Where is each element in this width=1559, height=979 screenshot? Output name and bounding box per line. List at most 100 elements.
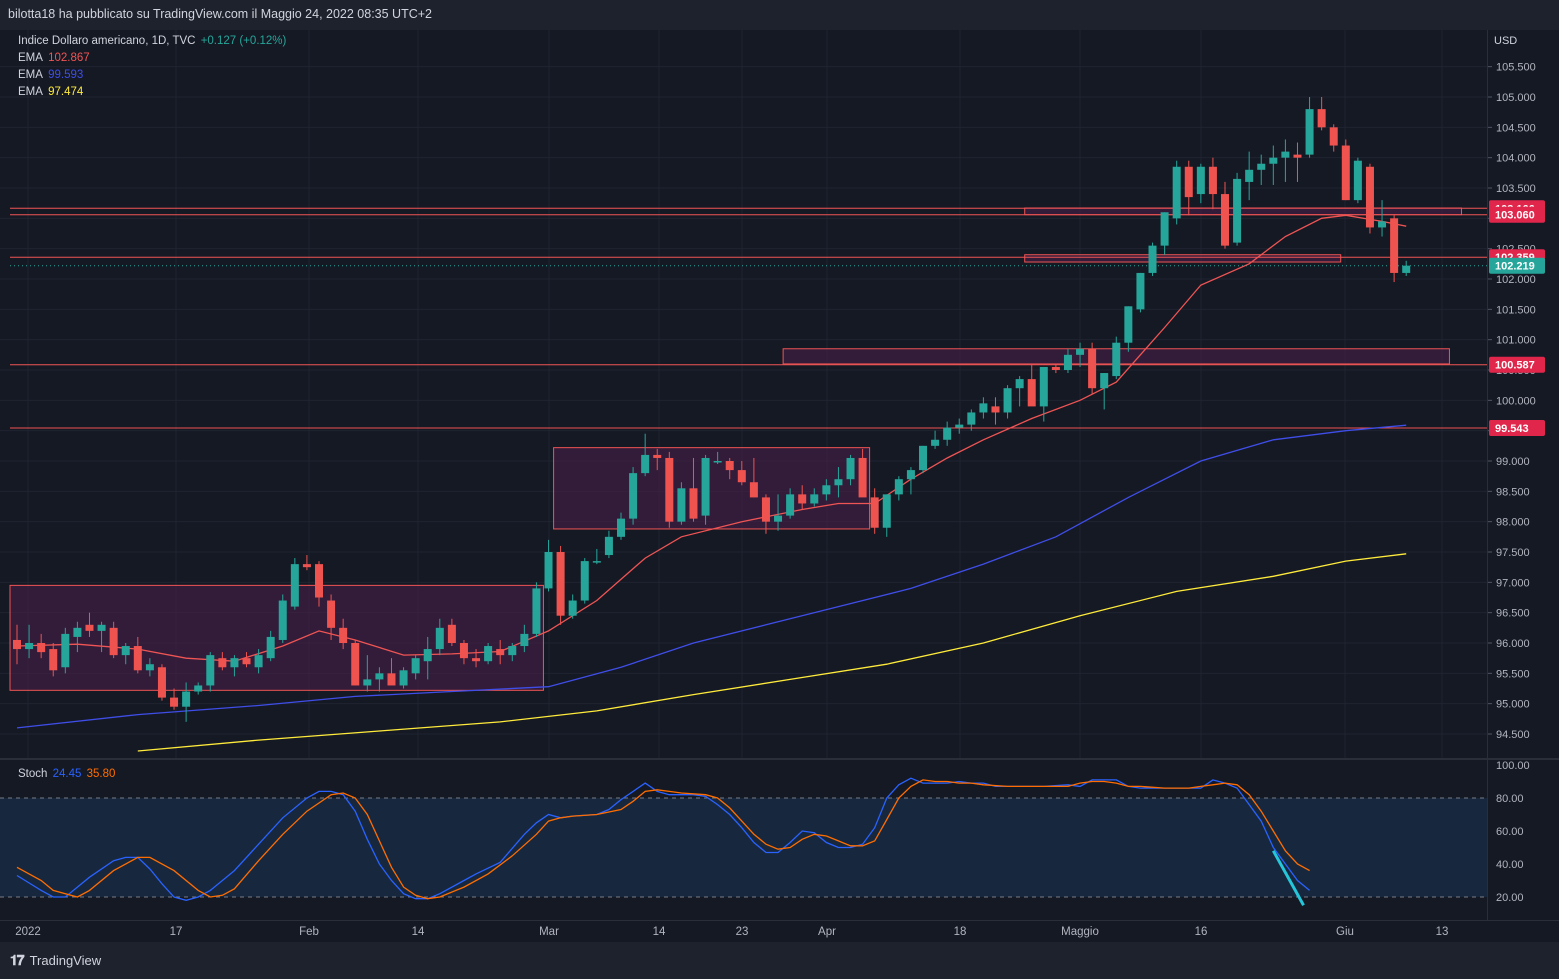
candle-body: [170, 697, 179, 707]
stoch-tick-label: 20.00: [1496, 892, 1524, 904]
stoch-d-value: 35.80: [86, 768, 116, 780]
candle-body: [1208, 166, 1217, 195]
time-tick-label: Apr: [818, 926, 836, 938]
candle-body: [1257, 163, 1266, 170]
candle-body: [798, 494, 807, 504]
candle-body: [411, 658, 420, 674]
time-axis-svg[interactable]: 2022 17 Feb 14 Mar 14 23 Apr 18 Maggio 16 Giu 13: [0, 921, 1559, 943]
time-axis[interactable]: 2022 17 Feb 14 Mar 14 23 Apr 18 Maggio 16 Giu 13: [0, 920, 1559, 943]
candle-body: [556, 552, 565, 616]
candle-body: [61, 633, 70, 668]
price-scale-svg[interactable]: USD 105.500 105.000 104.500 104.000 103.500 10…: [1488, 30, 1559, 920]
candle-body: [919, 445, 927, 471]
candle-body: [290, 564, 299, 607]
candle-body: [1353, 160, 1362, 201]
pane-separator[interactable]: [0, 758, 1559, 760]
price-chart-pane[interactable]: [0, 30, 1487, 758]
candle-body: [121, 646, 130, 656]
candle-body: [749, 482, 758, 498]
time-tick-label: 16: [1195, 926, 1208, 938]
candle-body: [568, 600, 577, 616]
candle-body: [617, 518, 625, 537]
supply-demand-zone: [1024, 254, 1342, 263]
candle-body: [1365, 166, 1374, 228]
price-tick-label: 98.500: [1496, 486, 1530, 498]
candle-body: [194, 685, 203, 692]
candle-body: [544, 552, 553, 589]
price-label-text: 100.587: [1495, 360, 1535, 372]
candle-body: [1039, 366, 1048, 407]
candle-body: [1293, 154, 1302, 158]
candle-body: [520, 633, 529, 647]
price-tick-label: 97.500: [1496, 547, 1530, 559]
candle-body: [580, 561, 589, 601]
time-tick-label: Giu: [1336, 926, 1354, 938]
price-tick-label: 105.000: [1496, 92, 1536, 104]
candle-body: [1076, 348, 1085, 355]
candle-body: [713, 461, 722, 463]
candle-body: [435, 627, 444, 650]
candle-body: [1281, 151, 1290, 158]
candle-body: [810, 494, 819, 504]
candle-body: [339, 627, 348, 643]
candle-body: [496, 649, 505, 656]
time-tick-label: 17: [170, 926, 183, 938]
candle-body: [1184, 166, 1193, 198]
candle-body: [665, 457, 674, 522]
candle-body: [1329, 127, 1338, 146]
price-label-badge: [1489, 206, 1545, 223]
candle-body: [315, 564, 323, 598]
tradingview-logo[interactable]: 𝟏𝟕 TradingView: [10, 952, 101, 969]
price-tick-label: 104.500: [1496, 122, 1536, 134]
price-tick-label: 102.000: [1496, 274, 1536, 286]
candle-body: [737, 470, 746, 483]
price-tick-label: 104.000: [1496, 153, 1536, 165]
candle-body: [1196, 166, 1205, 195]
price-scale[interactable]: USD 105.500 105.000 104.500 104.000 103.500 10…: [1487, 30, 1559, 920]
currency-label: USD: [1494, 35, 1517, 47]
candle-body: [37, 643, 46, 653]
price-label-text: 99.543: [1495, 423, 1529, 435]
price-chart-svg[interactable]: [0, 30, 1487, 758]
candle-body: [834, 479, 843, 486]
candle-body: [266, 636, 275, 659]
stoch-k-line: [16, 777, 1311, 901]
price-label-badge: [1489, 257, 1545, 274]
price-tick-label: 101.500: [1496, 304, 1536, 316]
candle-body: [1317, 109, 1326, 128]
candle-body: [604, 536, 613, 556]
candle-body: [1402, 265, 1411, 273]
stoch-tick-label: 80.00: [1496, 793, 1524, 805]
candle-body: [629, 473, 638, 519]
candle-body: [399, 670, 408, 686]
candle-body: [375, 673, 384, 680]
ema-legend-1: EMA 102.867: [18, 52, 92, 64]
stoch-d-line: [16, 779, 1310, 900]
candle-body: [882, 494, 891, 528]
time-tick-label: 18: [954, 926, 967, 938]
candle-body: [423, 649, 432, 662]
candle-body: [786, 494, 795, 516]
stoch-legend: Stoch 24.45 35.80: [18, 768, 117, 780]
stochastic-svg[interactable]: [0, 760, 1487, 920]
candle-body: [822, 485, 831, 495]
candle-body: [49, 649, 58, 671]
tradingview-logo-icon: 𝟏𝟕: [10, 952, 25, 968]
candle-body: [967, 412, 976, 425]
stoch-trend-drawing: [1272, 850, 1305, 906]
price-tick-label: 94.500: [1496, 729, 1530, 741]
stoch-k-value: 24.45: [52, 768, 82, 780]
candle-body: [870, 497, 879, 528]
price-tick-label: 99.000: [1496, 456, 1530, 468]
candle-body: [145, 664, 154, 671]
candle-body: [1172, 166, 1181, 219]
time-tick-label: 23: [736, 926, 749, 938]
candle-body: [858, 457, 867, 498]
symbol-title: Indice Dollaro americano, 1D, TVC: [18, 35, 196, 47]
price-tick-label: 95.500: [1496, 668, 1530, 680]
price-tick-label: 103.500: [1496, 183, 1536, 195]
stochastic-pane[interactable]: [0, 760, 1487, 920]
candle-body: [472, 658, 481, 662]
candle-body: [327, 600, 336, 628]
candle-body: [133, 646, 142, 671]
